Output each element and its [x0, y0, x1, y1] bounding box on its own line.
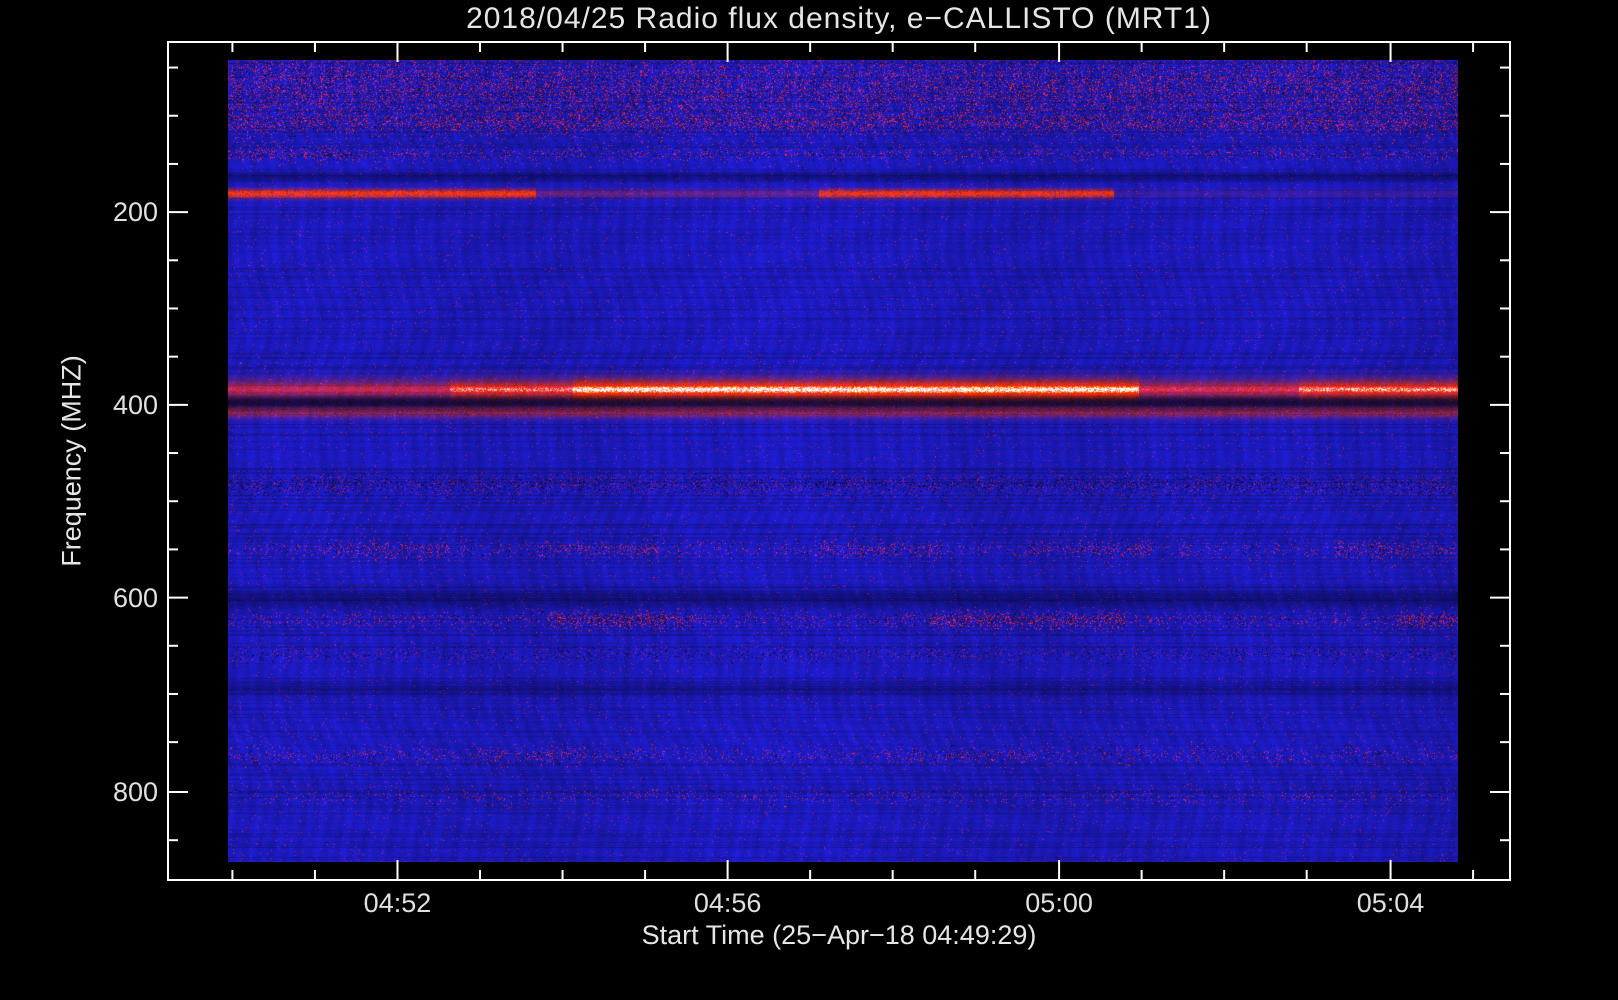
spectrogram-canvas	[228, 60, 1458, 862]
x-axis-label: Start Time (25−Apr−18 04:49:29)	[168, 920, 1510, 951]
x-tick-label: 05:04	[1357, 888, 1425, 918]
spectrogram-figure: 2018/04/25 Radio flux density, e−CALLIST…	[0, 0, 1618, 1000]
x-tick-label: 05:00	[1025, 888, 1093, 918]
y-axis-label: Frequency (MHZ)	[57, 355, 88, 567]
chart-title: 2018/04/25 Radio flux density, e−CALLIST…	[168, 2, 1510, 36]
y-tick-label: 800	[8, 777, 158, 807]
y-tick-label: 200	[8, 197, 158, 227]
x-tick-label: 04:52	[364, 888, 432, 918]
y-tick-label: 600	[8, 583, 158, 613]
x-tick-label: 04:56	[694, 888, 762, 918]
y-tick-label: 400	[8, 390, 158, 420]
